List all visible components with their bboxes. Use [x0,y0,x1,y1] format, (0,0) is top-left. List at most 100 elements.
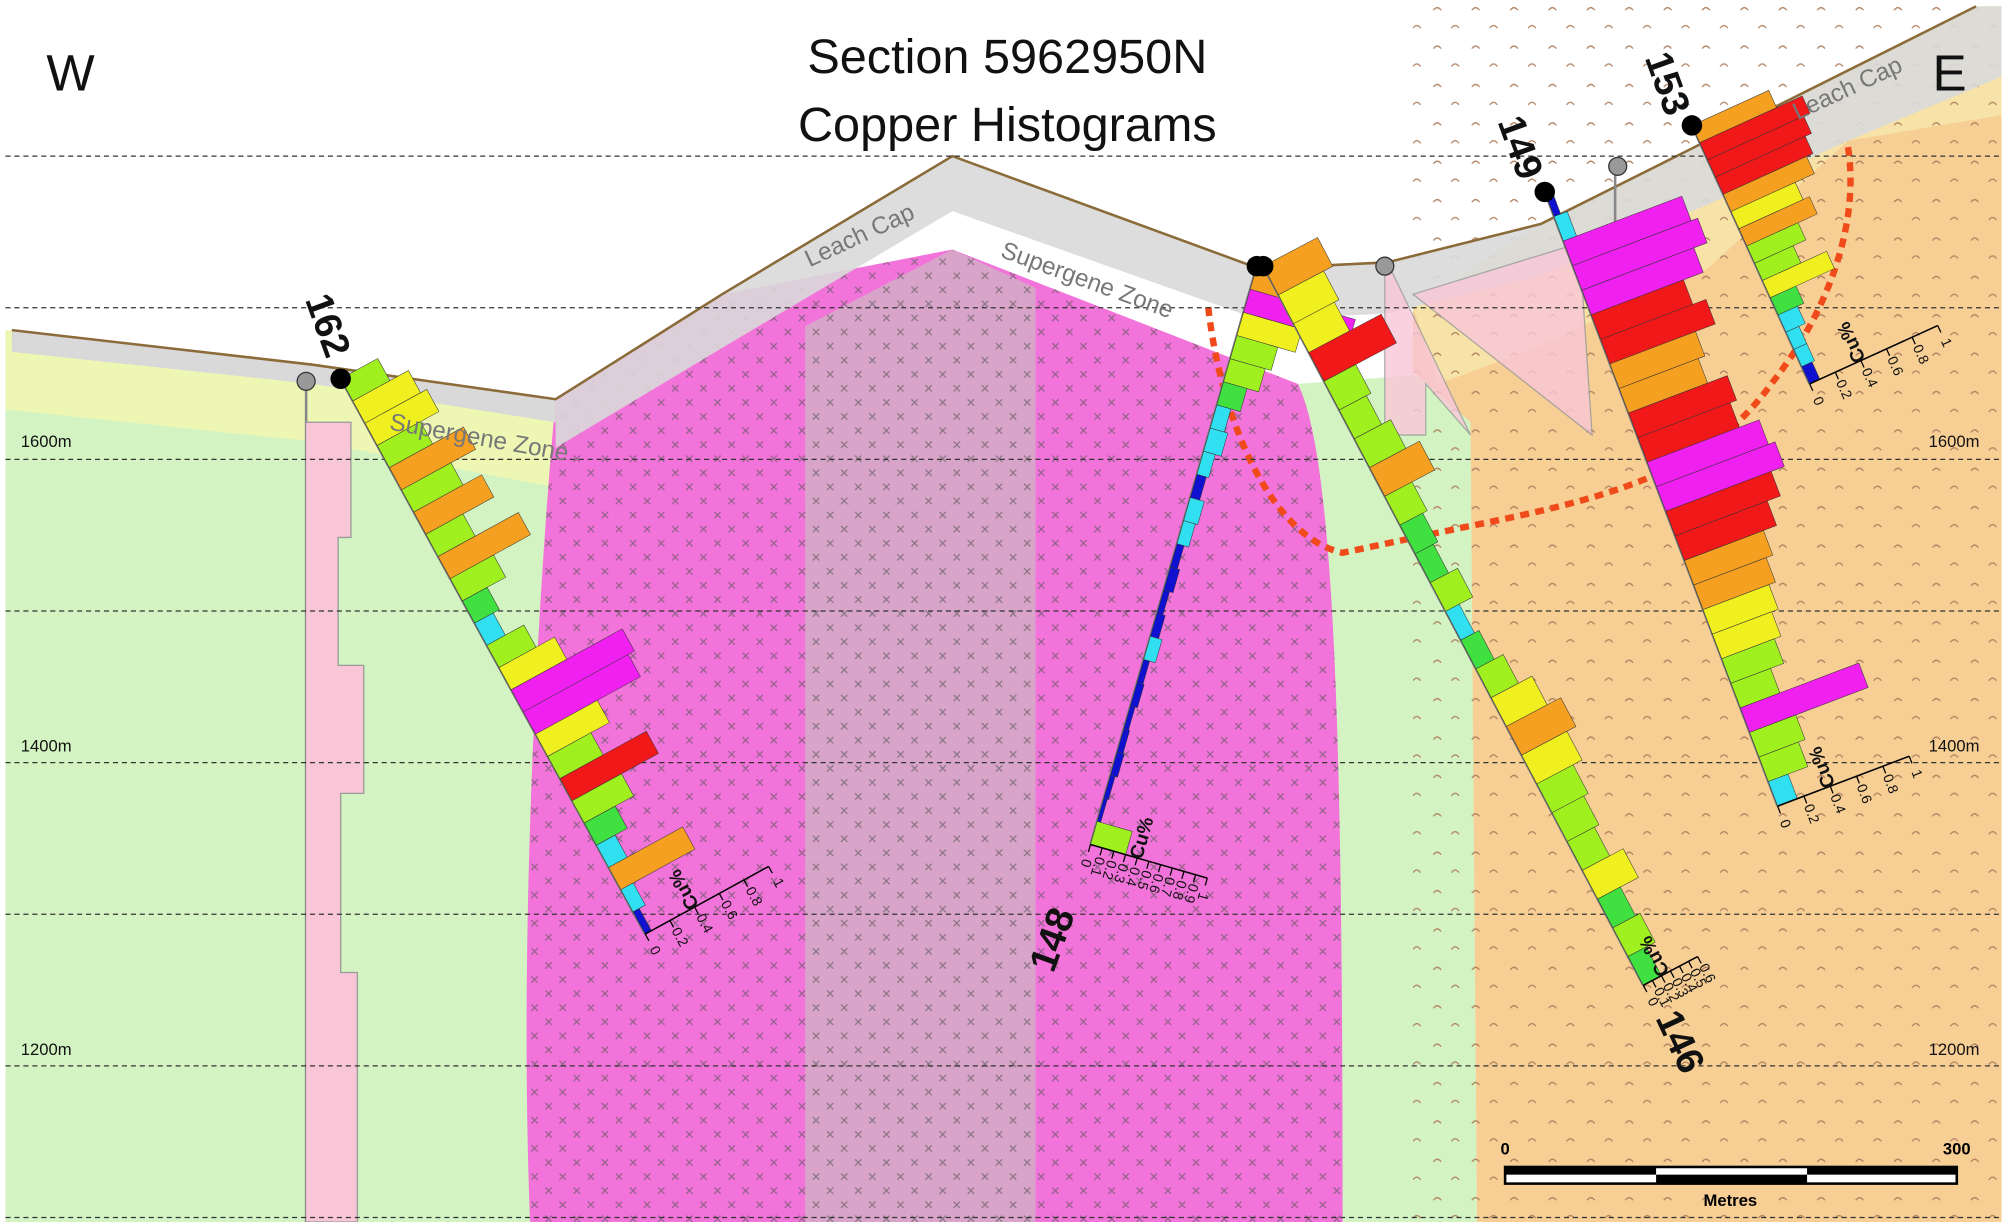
axis-tick [1122,854,1127,863]
cu-bar [1758,741,1809,782]
axis-tick-label: 0.1 [1088,855,1109,878]
cu-bar [1581,247,1704,316]
cu-bar [1229,335,1279,371]
axis-tick-label: 0.4 [1827,792,1849,816]
elevation-lines [5,155,2002,1219]
cu-bar [1740,662,1869,733]
axis-tick-label: 0.9 [1181,882,1202,905]
axis-tick-label: 0 [1078,857,1096,869]
scale-start: 0 [1500,1140,1509,1159]
axis-tick-label: 0.4 [1123,865,1144,888]
cu-bar [571,773,635,824]
axis-tick [1087,844,1092,853]
axis-tick [1169,867,1173,876]
scale-unit: Metres [1704,1191,1758,1210]
cu-bar [1536,764,1589,814]
cu-bar [1308,313,1397,382]
cu-bar [535,699,610,757]
cu-bar [1707,115,1812,178]
scale-end: 300 [1943,1140,1971,1159]
cu-bar [1699,95,1811,161]
axis-tick [1146,861,1150,869]
cu-bar [1612,913,1656,957]
axis-tick [1181,871,1185,879]
axis-tick [1809,383,1814,392]
cu-bar [1203,427,1229,457]
axis-tick [1856,775,1860,784]
cu-bar [1684,530,1774,586]
cu-bar [608,826,696,891]
cu-bar [1582,848,1639,900]
cu-bar [389,426,476,491]
axis-tick-label: 0.6 [1884,354,1907,379]
cu-bar [1693,557,1776,610]
axis-tick [718,893,724,901]
cu-bar [1399,512,1439,555]
axis-tick [1157,864,1162,873]
cu-bar [1738,196,1818,247]
cu-bar [1702,584,1779,635]
cu-bar [1665,471,1781,537]
axis-tick [1099,847,1103,856]
east-label: E [1932,44,1966,101]
elevation-label: 1200m [21,1040,72,1059]
cu-bar [523,654,641,735]
axis-tick-label: 0.6 [1146,872,1167,895]
cu-bar [1770,285,1805,316]
axis-tick-label: 0.4 [1859,365,1882,390]
cu-bar [1323,364,1372,411]
axis-tick [1908,756,1913,764]
cu-bar [1430,567,1474,612]
axis-tick-label: 0.8 [1880,772,1902,796]
cu-bar [559,730,659,802]
elevation-label: 1600m [1929,432,1980,451]
collar [330,368,351,389]
axis-tick-label: 0.8 [1910,342,1933,367]
drill-holes: 16200.20.40.60.81Cu%14800.10.20.30.40.50… [296,46,1955,1080]
cu-bar [1674,500,1777,561]
axis-tick [694,906,699,915]
axis-tick [1829,785,1834,794]
cu-bar [1600,299,1716,365]
axis-tick-label: 0.3 [1111,862,1132,885]
elevation-label: 1400m [1929,737,1980,756]
axis-line [644,865,770,935]
axis-tick [1697,956,1702,964]
cu-bar [1110,751,1125,778]
cu-bar [437,512,531,580]
cu-bar [510,628,635,713]
elevation-label: 1200m [1929,1040,1980,1059]
cu-bar [1183,497,1205,525]
cu-bar [1236,312,1303,353]
axis-tick-label: 0.8 [1169,879,1190,902]
cu-bar [620,882,646,913]
axis-tick [1192,874,1197,883]
cu-bar [583,805,628,846]
axis-tick-label: 0.7 [1158,875,1179,898]
cu-bar [1721,638,1785,684]
cu-bar [1715,135,1814,195]
cu-bar [1163,566,1181,594]
cu-bar [1609,331,1706,389]
cu-bar [449,554,507,602]
cu-bar [1262,237,1334,296]
axis-tick [1911,336,1916,345]
axis-tick [1134,857,1138,866]
axis-tick [644,933,650,942]
axis-tick [1803,795,1808,804]
cu-bar [1196,450,1216,479]
cu-bar [1103,774,1116,800]
axis-tick [1204,877,1208,886]
axis-tick [1660,975,1666,983]
cu-bar [1143,635,1163,664]
cu-bar [1369,440,1435,497]
axis-tick [669,920,675,928]
axis-tick [1651,980,1657,988]
cu-bar [1762,250,1835,299]
